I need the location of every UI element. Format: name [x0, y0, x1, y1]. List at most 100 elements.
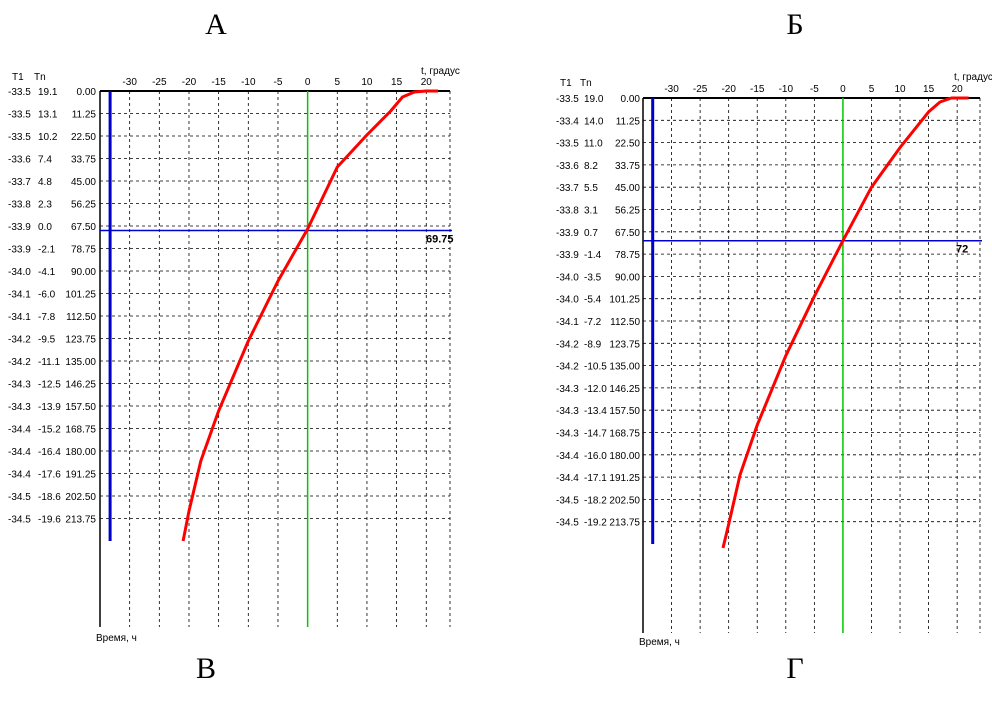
tn-value: -6.0 [38, 290, 56, 301]
tn-value: -8.9 [584, 339, 602, 350]
t1-value: -33.9 [8, 222, 31, 233]
y-tick-label: 168.75 [65, 425, 96, 436]
y-tick-label: 33.75 [71, 155, 96, 166]
y-tick-label: 213.75 [609, 518, 640, 529]
y-tick-label: 168.75 [609, 429, 640, 440]
x-tick-label: -15 [750, 84, 765, 95]
t1-value: -34.2 [556, 339, 579, 350]
t1-value: -34.1 [556, 317, 579, 328]
y-tick-label: 101.25 [65, 290, 96, 301]
y-tick-label: 157.50 [609, 406, 640, 417]
x-tick-label: -30 [122, 77, 137, 88]
t1-value: -34.5 [556, 518, 579, 529]
t1-value: -34.4 [556, 473, 579, 484]
header-tn: Tn [34, 72, 46, 83]
t1-value: -33.7 [8, 177, 31, 188]
t1-value: -34.3 [556, 406, 579, 417]
tn-value: 3.1 [584, 206, 598, 217]
letter-b: Б [786, 8, 804, 41]
tn-value: -12.5 [38, 380, 61, 391]
t1-value: -34.3 [8, 380, 31, 391]
y-tick-label: 135.00 [609, 362, 640, 373]
t1-value: -34.4 [8, 425, 31, 436]
tn-value: 2.3 [38, 200, 52, 211]
tn-value: 0.7 [584, 228, 598, 239]
t1-value: -33.9 [556, 250, 579, 261]
header-tn: Tn [580, 78, 592, 89]
y-tick-label: 56.25 [615, 206, 640, 217]
tn-value: -9.5 [38, 335, 56, 346]
x-tick-label: 5 [869, 84, 875, 95]
tn-value: -10.5 [584, 362, 607, 373]
letter-a: А [205, 8, 227, 41]
tn-value: -16.4 [38, 447, 61, 458]
x-axis-label: t, градус [954, 72, 992, 83]
x-axis-label: t, градус [421, 66, 460, 77]
y-tick-label: 101.25 [609, 295, 640, 306]
x-tick-label: 10 [894, 84, 906, 95]
tn-value: -13.9 [38, 402, 61, 413]
t1-value: -33.6 [8, 155, 31, 166]
y-tick-label: 22.50 [615, 139, 640, 150]
tn-value: 13.1 [38, 110, 58, 121]
y-axis-label: Время, ч [96, 633, 137, 644]
tn-value: 19.1 [38, 87, 58, 98]
tn-value: -11.1 [38, 357, 60, 368]
tn-value: -3.5 [584, 272, 602, 283]
tn-value: -1.4 [584, 250, 602, 261]
t1-value: -33.6 [556, 161, 579, 172]
tn-value: 11.0 [584, 139, 603, 150]
tn-value: 7.4 [38, 155, 52, 166]
y-tick-label: 213.75 [65, 515, 96, 526]
y-tick-label: 45.00 [71, 177, 96, 188]
y-axis-label: Время, ч [639, 637, 680, 648]
y-tick-label: 180.00 [65, 447, 96, 458]
tn-value: 0.0 [38, 222, 52, 233]
t1-value: -34.0 [556, 272, 579, 283]
y-tick-label: 123.75 [609, 339, 640, 350]
tn-value: -15.2 [38, 425, 61, 436]
y-tick-label: 22.50 [71, 132, 96, 143]
tn-value: 10.2 [38, 132, 58, 143]
tn-value: -18.6 [38, 492, 61, 503]
t1-value: -33.5 [8, 132, 31, 143]
red-series-line [181, 89, 439, 542]
y-tick-label: 157.50 [65, 402, 96, 413]
marker-label: 69.75 [426, 234, 454, 246]
y-tick-label: 146.25 [65, 380, 96, 391]
header-t1: T1 [560, 78, 572, 89]
t1-value: -34.3 [556, 429, 579, 440]
tn-value: 8.2 [584, 161, 598, 172]
t1-value: -34.0 [556, 295, 579, 306]
y-tick-label: 191.25 [609, 473, 640, 484]
t1-value: -33.5 [556, 94, 579, 105]
tn-value: -4.1 [38, 267, 56, 278]
t1-value: -33.5 [556, 139, 579, 150]
t1-value: -34.5 [556, 495, 579, 506]
t1-value: -33.8 [556, 206, 579, 217]
x-tick-label: 5 [335, 77, 341, 88]
y-tick-label: 180.00 [609, 451, 640, 462]
t1-value: -34.5 [8, 515, 31, 526]
y-tick-label: 78.75 [71, 245, 96, 256]
tn-value: 5.5 [584, 183, 598, 194]
x-tick-label: 0 [305, 77, 311, 88]
y-tick-label: 202.50 [609, 495, 640, 506]
t1-value: -33.9 [8, 245, 31, 256]
letter-v: В [195, 652, 216, 685]
y-tick-label: 78.75 [615, 250, 640, 261]
tn-value: -17.1 [584, 473, 607, 484]
letter-g: Г [786, 652, 804, 685]
tn-value: -13.4 [584, 406, 607, 417]
t1-value: -33.5 [8, 87, 31, 98]
t1-value: -33.5 [8, 110, 31, 121]
t1-value: -33.8 [8, 200, 31, 211]
tn-value: -19.6 [38, 515, 61, 526]
tn-value: -19.2 [584, 518, 607, 529]
x-tick-label: -10 [779, 84, 794, 95]
marker-label: 72 [956, 244, 968, 256]
tn-value: -7.8 [38, 312, 56, 323]
y-tick-label: 191.25 [65, 470, 96, 481]
